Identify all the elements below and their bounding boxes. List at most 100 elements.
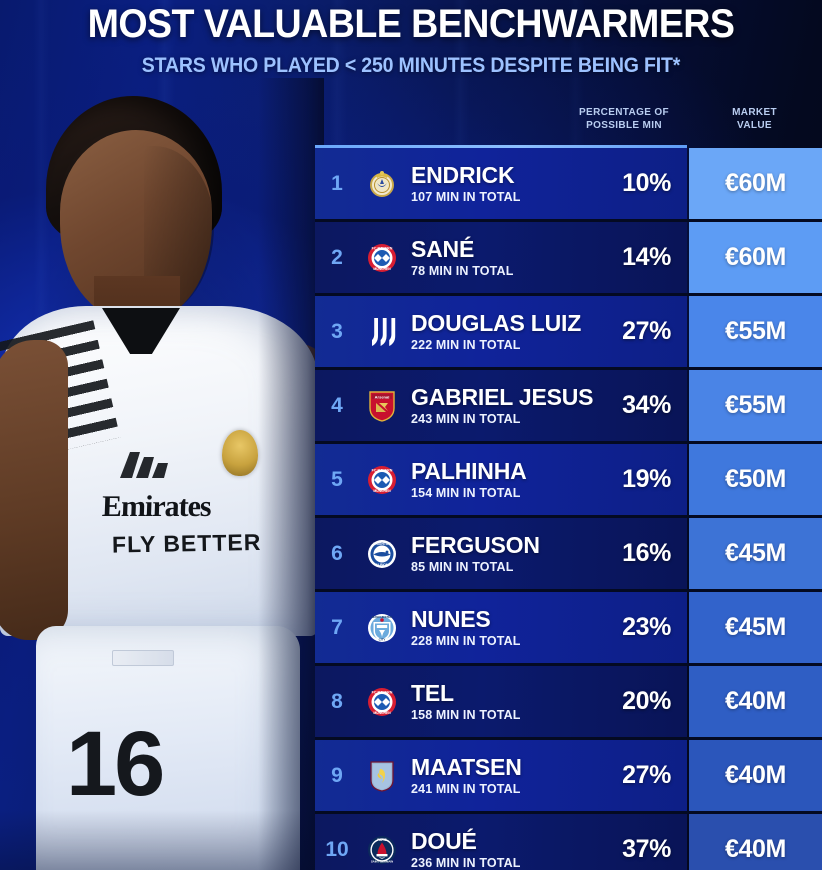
brighton-crest-icon: BRIGHTON ALBION [368, 539, 396, 568]
page-title: MOST VALUABLE BENCHWARMERS [87, 2, 735, 46]
mv-header-line1: MARKET [732, 107, 777, 118]
adidas-logo-icon [118, 450, 170, 478]
row-rank: 1 [331, 171, 343, 195]
player-minutes: 228 MIN IN TOTAL [411, 633, 521, 648]
bayern-munich-crest-icon: FC BAYERN MUNCHEN [368, 687, 396, 716]
svg-text:FC BAYERN: FC BAYERN [372, 690, 393, 694]
row-main-cell: 3 DOUGLAS LUIZ 222 MIN IN TOTAL 27% [315, 296, 687, 367]
player-minutes: 158 MIN IN TOTAL [411, 707, 521, 722]
shirt-number: 16 [66, 713, 165, 815]
market-value-cell: €50M [689, 444, 822, 515]
row-divider [315, 219, 822, 222]
row-rank: 4 [331, 393, 343, 417]
row-player-info: TEL 158 MIN IN TOTAL [405, 679, 595, 723]
table-row[interactable]: 9 MAATSEN 241 MIN IN TOTAL 27% €40M [315, 740, 822, 814]
row-player-info: SANÉ 78 MIN IN TOTAL [405, 236, 595, 279]
player-left-arm [0, 340, 68, 640]
row-divider [315, 737, 822, 740]
table-row[interactable]: 2 FC BAYERN MUNCHEN SANÉ 78 MIN IN TOTAL 1… [315, 222, 822, 296]
row-divider [315, 441, 822, 444]
club-crest-aston-villa [359, 760, 405, 792]
row-player-info: PALHINHA 154 MIN IN TOTAL [405, 457, 595, 501]
market-value-cell: €40M [689, 814, 822, 870]
svg-text:MANCHESTER: MANCHESTER [372, 615, 393, 619]
psg-crest-icon: PARIS SAINT-GERMAIN [368, 835, 396, 864]
percentage-value: 19% [622, 465, 671, 493]
svg-text:FC BAYERN: FC BAYERN [372, 468, 393, 472]
bayern-munich-crest-icon: FC BAYERN MUNCHEN [368, 465, 396, 494]
row-divider [315, 589, 822, 592]
market-value-cell: €60M [689, 148, 822, 219]
real-madrid-crest-icon [370, 170, 394, 197]
bayern-munich-crest-icon: FC BAYERN MUNCHEN [368, 243, 396, 272]
photo-right-fade [258, 78, 324, 870]
shirt-brand-tag [112, 650, 174, 666]
row-player-info: DOUÉ 236 MIN IN TOTAL [405, 827, 595, 870]
percentage-value: 16% [622, 539, 671, 567]
row-divider [315, 515, 822, 518]
table-row[interactable]: 10 PARIS SAINT-GERMAIN DOUÉ 236 MIN IN TO… [315, 814, 822, 870]
row-main-cell: 2 FC BAYERN MUNCHEN SANÉ 78 MIN IN TOTAL 1… [315, 222, 687, 293]
ranking-table: PERCENTAGE OF POSSIBLE MIN MARKET VALUE … [315, 105, 822, 870]
table-rows: 1 ENDRICK 107 MIN IN TOTAL 10% €60M 2 FC BAY… [315, 148, 822, 870]
percentage-value: 10% [622, 169, 671, 197]
table-row[interactable]: 7 MANCHESTER CITY NUNES 228 MIN IN TOTAL 2… [315, 592, 822, 666]
club-crest-brighton: BRIGHTON ALBION [359, 539, 405, 569]
row-rank: 8 [331, 689, 343, 713]
table-row[interactable]: 6 BRIGHTON ALBION FERGUSON 85 MIN IN TOTA… [315, 518, 822, 592]
row-player-info: NUNES 228 MIN IN TOTAL [405, 605, 595, 649]
row-player-info: MAATSEN 241 MIN IN TOTAL [405, 754, 595, 797]
player-name: PALHINHA [411, 457, 527, 484]
player-minutes: 243 MIN IN TOTAL [411, 411, 521, 426]
club-crest-bayern-munich: FC BAYERN MUNCHEN [359, 243, 405, 273]
market-value-cell: €55M [689, 370, 822, 441]
real-madrid-crest-icon [222, 430, 258, 476]
player-minutes: 85 MIN IN TOTAL [411, 559, 514, 574]
club-crest-arsenal: Arsenal [359, 390, 405, 422]
row-divider [315, 293, 822, 296]
player-name: FERGUSON [411, 531, 540, 558]
photo-bottom-fade [0, 810, 324, 870]
player-minutes: 154 MIN IN TOTAL [411, 485, 521, 500]
svg-text:PARIS: PARIS [377, 838, 387, 842]
market-value-cell: €40M [689, 740, 822, 811]
player-name: GABRIEL JESUS [411, 383, 594, 410]
row-main-cell: 8 FC BAYERN MUNCHEN TEL 158 MIN IN TOTAL 2… [315, 666, 687, 737]
row-main-cell: 4 Arsenal GABRIEL JESUS 243 MIN IN TOTAL 3… [315, 370, 687, 441]
pct-header-line2: POSSIBLE MIN [586, 119, 662, 131]
row-rank: 5 [331, 467, 343, 491]
player-name: DOUGLAS LUIZ [411, 309, 582, 336]
pct-header-line1: PERCENTAGE OF [579, 107, 669, 118]
table-row[interactable]: 1 ENDRICK 107 MIN IN TOTAL 10% €60M [315, 148, 822, 222]
percentage-value: 34% [622, 391, 671, 419]
player-name: NUNES [411, 605, 491, 632]
row-main-cell: 6 BRIGHTON ALBION FERGUSON 85 MIN IN TOTA… [315, 518, 687, 589]
row-main-cell: 10 PARIS SAINT-GERMAIN DOUÉ 236 MIN IN TO… [315, 814, 687, 870]
arsenal-crest-icon: Arsenal [369, 390, 395, 422]
player-name: TEL [411, 679, 454, 706]
percentage-value: 23% [622, 613, 671, 641]
table-row[interactable]: 5 FC BAYERN MUNCHEN PALHINHA 154 MIN IN T… [315, 444, 822, 518]
player-name: DOUÉ [411, 827, 477, 854]
row-rank: 7 [331, 615, 343, 639]
player-minutes: 107 MIN IN TOTAL [411, 189, 521, 204]
svg-text:BRIGHTON: BRIGHTON [373, 542, 391, 546]
table-row[interactable]: 4 Arsenal GABRIEL JESUS 243 MIN IN TOTAL 3… [315, 370, 822, 444]
market-value-cell: €45M [689, 518, 822, 589]
header: MOST VALUABLE BENCHWARMERS STARS WHO PLA… [0, 0, 822, 78]
table-row[interactable]: 8 FC BAYERN MUNCHEN TEL 158 MIN IN TOTAL 2… [315, 666, 822, 740]
row-rank: 2 [331, 245, 343, 269]
player-photo-endrick: Emirates FLY BETTER 15 FOUNDATION 16 [0, 78, 324, 870]
svg-text:MUNCHEN: MUNCHEN [373, 711, 391, 715]
column-header-percentage: PERCENTAGE OF POSSIBLE MIN [561, 107, 687, 132]
svg-text:MUNCHEN: MUNCHEN [373, 489, 391, 493]
svg-text:Arsenal: Arsenal [375, 394, 390, 399]
row-divider [315, 367, 822, 370]
row-rank: 10 [325, 837, 349, 861]
row-player-info: FERGUSON 85 MIN IN TOTAL [405, 531, 595, 575]
player-minutes: 78 MIN IN TOTAL [411, 263, 514, 278]
table-row[interactable]: 3 DOUGLAS LUIZ 222 MIN IN TOTAL 27% €55M [315, 296, 822, 370]
club-crest-man-city: MANCHESTER CITY [359, 613, 405, 643]
percentage-value: 27% [622, 761, 671, 789]
